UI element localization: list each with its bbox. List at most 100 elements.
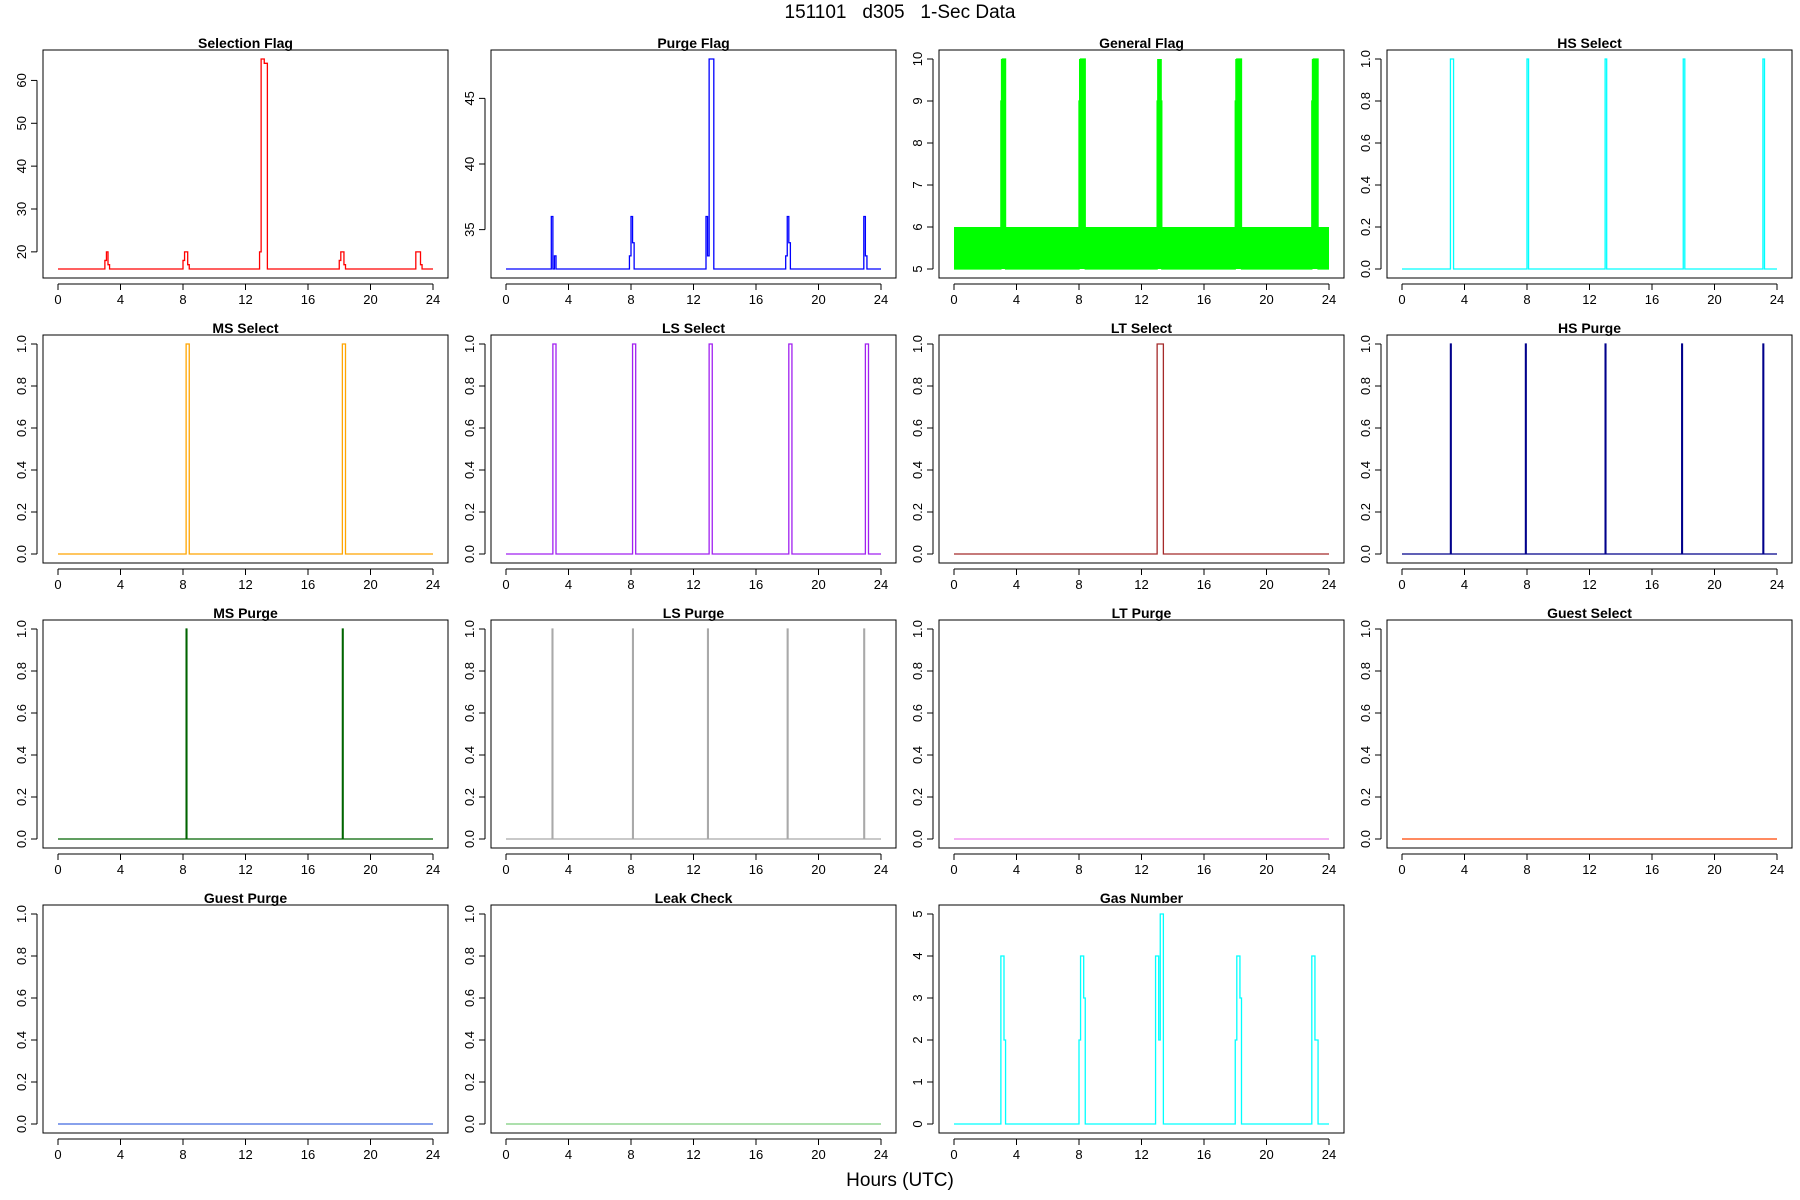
y-tick-label: 0.0 <box>1358 830 1373 848</box>
panel-title: LT Select <box>1111 320 1173 336</box>
y-tick-label: 0.0 <box>1358 545 1373 563</box>
x-tick-label: 0 <box>502 862 509 877</box>
filled-block <box>1235 59 1242 269</box>
y-tick-label: 0.4 <box>462 1031 477 1049</box>
x-tick-label: 4 <box>1013 577 1020 592</box>
x-tick-label: 8 <box>179 577 186 592</box>
x-tick-label: 20 <box>1707 292 1721 307</box>
panel-general-flag: General Flag 0 4 8 12 16 20 24 5 6 7 8 9 10 <box>910 35 1345 307</box>
y-tick-label: 0.6 <box>910 419 925 437</box>
y-tick-label: 0.2 <box>14 1073 29 1091</box>
y-tick-label: 0.6 <box>1358 134 1373 152</box>
x-tick-label: 24 <box>1770 292 1784 307</box>
y-tick-label: 0.4 <box>1358 746 1373 764</box>
x-tick-label: 16 <box>301 1147 315 1162</box>
x-tick-label: 16 <box>1645 577 1659 592</box>
x-tick-label: 12 <box>238 577 252 592</box>
y-tick-label: 5 <box>910 265 925 272</box>
x-tick-label: 8 <box>1075 1147 1082 1162</box>
x-tick-label: 12 <box>1582 292 1596 307</box>
x-tick-label: 16 <box>1645 862 1659 877</box>
y-tick-label: 0.6 <box>462 704 477 722</box>
y-tick-label: 0.2 <box>910 788 925 806</box>
x-tick-label: 8 <box>179 1147 186 1162</box>
y-tick-label: 40 <box>14 159 29 173</box>
x-tick-label: 4 <box>1461 862 1468 877</box>
x-tick-label: 4 <box>1013 862 1020 877</box>
plot-frame <box>938 49 1345 279</box>
x-tick-label: 12 <box>1582 862 1596 877</box>
panel-ls-purge: LS Purge 0 4 8 12 16 20 24 0.0 0.2 0.4 0.6 0.8 1.0 <box>462 605 897 877</box>
filled-block <box>954 227 1001 269</box>
filled-block <box>1311 59 1319 269</box>
panel-title: Guest Select <box>1547 605 1632 621</box>
series-line-ms-select <box>58 343 433 555</box>
x-tick-label: 20 <box>363 292 377 307</box>
x-axis-label: Hours (UTC) <box>846 1170 954 1191</box>
x-tick-label: 0 <box>950 862 957 877</box>
y-tick-label: 0.6 <box>14 704 29 722</box>
x-tick-label: 4 <box>1013 292 1020 307</box>
panel-hs-purge: HS Purge 0 4 8 12 16 20 24 0.0 0.2 0.4 0.6 0.8 1.0 <box>1358 320 1793 592</box>
y-tick-label: 20 <box>14 245 29 259</box>
x-tick-label: 0 <box>502 1147 509 1162</box>
y-tick-label: 6 <box>910 223 925 230</box>
y-tick-label: 1.0 <box>910 335 925 353</box>
panel-title: HS Purge <box>1558 320 1621 336</box>
x-tick-label: 12 <box>686 1147 700 1162</box>
series-line-hs-purge <box>1402 343 1777 555</box>
x-tick-label: 20 <box>1707 862 1721 877</box>
y-tick-label: 0.0 <box>14 1115 29 1133</box>
panel-ms-purge: MS Purge 0 4 8 12 16 20 24 0.0 0.2 0.4 0.6 0.8 1.0 <box>14 605 449 877</box>
x-tick-label: 8 <box>1075 292 1082 307</box>
y-tick-label: 1.0 <box>1358 335 1373 353</box>
x-tick-label: 16 <box>301 862 315 877</box>
y-tick-label: 0.8 <box>462 947 477 965</box>
x-tick-label: 0 <box>54 292 61 307</box>
series-line-gas-number <box>954 913 1329 1125</box>
x-tick-label: 12 <box>238 1147 252 1162</box>
y-tick-label: 0.4 <box>910 746 925 764</box>
panel-title: Selection Flag <box>198 35 293 51</box>
plot-frame <box>490 619 897 849</box>
y-tick-label: 7 <box>910 181 925 188</box>
x-tick-label: 24 <box>1322 577 1336 592</box>
x-tick-label: 12 <box>238 292 252 307</box>
y-tick-label: 0.2 <box>14 788 29 806</box>
x-tick-label: 12 <box>1582 577 1596 592</box>
panel-title: Guest Purge <box>204 890 287 906</box>
y-tick-label: 2 <box>910 1036 925 1043</box>
x-tick-label: 16 <box>749 1147 763 1162</box>
panel-guest-purge: Guest Purge 0 4 8 12 16 20 24 0.0 0.2 0.4 0.6 0.8 1.0 <box>14 890 449 1162</box>
plot-frame <box>42 619 449 849</box>
y-tick-label: 1.0 <box>462 905 477 923</box>
x-tick-label: 8 <box>179 862 186 877</box>
series-line-purge-flag <box>506 58 881 270</box>
filled-block <box>1005 227 1079 269</box>
y-tick-label: 0.2 <box>1358 788 1373 806</box>
filled-block <box>1085 227 1158 269</box>
x-tick-label: 4 <box>565 292 572 307</box>
panel-title: LS Purge <box>663 605 725 621</box>
x-tick-label: 12 <box>686 862 700 877</box>
x-tick-label: 4 <box>565 1147 572 1162</box>
x-tick-label: 24 <box>426 292 440 307</box>
x-tick-label: 24 <box>426 1147 440 1162</box>
x-tick-label: 20 <box>363 862 377 877</box>
x-tick-label: 4 <box>117 862 124 877</box>
y-tick-label: 0.0 <box>14 830 29 848</box>
x-tick-label: 0 <box>54 1147 61 1162</box>
y-tick-label: 1.0 <box>14 905 29 923</box>
filled-block <box>1157 59 1162 269</box>
series-line-lt-select <box>954 343 1329 555</box>
y-tick-label: 0.8 <box>910 377 925 395</box>
y-tick-label: 5 <box>910 910 925 917</box>
x-tick-label: 20 <box>811 862 825 877</box>
y-tick-label: 0.8 <box>14 377 29 395</box>
plot-frame <box>42 904 449 1134</box>
y-tick-label: 1.0 <box>14 335 29 353</box>
plot-frame <box>42 49 449 279</box>
series-line-hs-select <box>1402 58 1777 270</box>
panel-guest-select: Guest Select 0 4 8 12 16 20 24 0.0 0.2 0.4 0.6 0.8 1.… <box>1358 605 1793 877</box>
